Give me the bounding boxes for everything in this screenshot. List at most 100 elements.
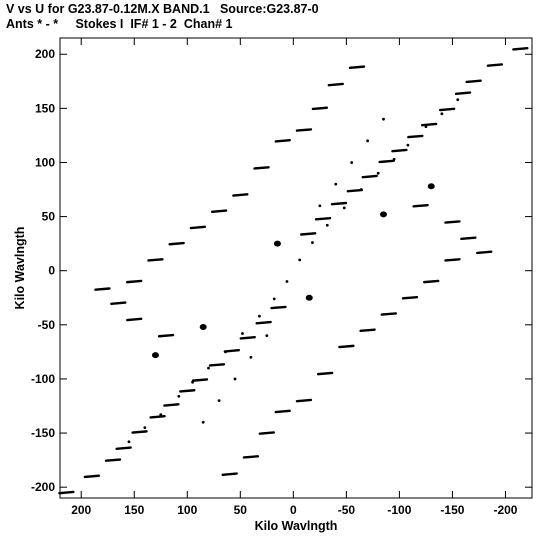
- uv-track: [338, 344, 355, 349]
- uv-track: [223, 349, 241, 353]
- uv-point: [258, 314, 261, 318]
- uv-track: [412, 203, 429, 208]
- uv-point: [127, 440, 131, 444]
- uv-point: [311, 241, 314, 244]
- uv-point: [382, 117, 385, 121]
- uv-point: [285, 280, 289, 283]
- chart-title: V vs U for G23.87-0.12M.X BAND.1 Source:…: [6, 2, 319, 16]
- uv-track: [327, 82, 344, 87]
- y-axis-label: Kilo Wavlngth: [13, 227, 27, 310]
- uv-point: [177, 394, 181, 398]
- uv-point: [143, 426, 147, 430]
- uv-point: [272, 297, 276, 301]
- y-tick-label: 200: [35, 47, 55, 61]
- uv-track: [476, 250, 493, 255]
- uv-point: [159, 413, 163, 417]
- uv-point: [265, 334, 269, 338]
- uv-track: [444, 258, 461, 262]
- uv-track: [391, 148, 408, 153]
- uv-track: [208, 363, 226, 367]
- uv-point: [241, 332, 244, 335]
- uv-track: [274, 139, 291, 143]
- uv-track: [242, 455, 260, 459]
- uv-point: [207, 366, 210, 370]
- uv-cluster: [305, 294, 313, 301]
- uv-track: [104, 458, 122, 462]
- uv-track: [157, 333, 175, 338]
- x-tick-label: 200: [71, 503, 91, 517]
- uv-track: [239, 336, 256, 340]
- uv-track: [401, 295, 419, 300]
- uv-track: [126, 317, 143, 322]
- uv-track: [316, 371, 334, 376]
- uv-track: [221, 472, 238, 476]
- uv-point: [376, 171, 380, 175]
- uv-track: [110, 301, 127, 305]
- uv-track: [270, 305, 287, 310]
- uv-point: [334, 182, 338, 186]
- uv-track: [115, 446, 132, 451]
- uv-track: [58, 490, 75, 495]
- uv-track: [378, 159, 395, 164]
- uv-track: [311, 106, 329, 111]
- uv-track: [348, 65, 366, 70]
- uv-cluster: [273, 240, 281, 247]
- uv-track: [330, 201, 348, 206]
- uv-point: [217, 399, 221, 402]
- y-tick-label: -150: [31, 426, 55, 440]
- y-tick-label: -200: [31, 480, 55, 494]
- uv-track: [131, 430, 148, 434]
- uv-point: [224, 350, 227, 354]
- uv-track: [179, 389, 196, 393]
- uv-track: [407, 134, 424, 139]
- uv-track: [210, 209, 228, 213]
- uv-track: [420, 122, 438, 127]
- uv-point: [249, 355, 253, 359]
- uv-track: [460, 236, 477, 241]
- uv-track: [258, 431, 276, 435]
- x-tick-label: -150: [440, 503, 464, 517]
- uv-track: [454, 91, 472, 96]
- uv-cluster: [427, 183, 435, 190]
- plot-frame: [59, 37, 533, 499]
- uv-point: [201, 420, 205, 424]
- plot-area: [58, 47, 529, 495]
- uv-cluster: [151, 352, 159, 359]
- uv-track: [232, 193, 249, 197]
- uv-track: [295, 128, 313, 132]
- x-tick-label: -50: [338, 503, 356, 517]
- uv-point: [456, 98, 460, 102]
- y-tick-label: -50: [38, 318, 56, 332]
- y-tick-label: -100: [31, 372, 55, 386]
- x-tick-label: -100: [387, 503, 411, 517]
- x-tick-label: 0: [290, 503, 297, 517]
- uv-track: [147, 258, 164, 262]
- x-axis-ticks: 200 150 100 50 0 -50 -100 -150 -200: [71, 38, 518, 517]
- uv-track: [189, 225, 207, 230]
- uv-track: [438, 107, 456, 112]
- uv-track: [465, 79, 482, 84]
- uv-track: [346, 188, 364, 193]
- uv-cluster: [199, 323, 207, 330]
- uv-track: [168, 241, 185, 246]
- uv-track: [359, 328, 376, 333]
- uv-point: [191, 380, 194, 384]
- uv-track: [274, 409, 291, 414]
- chart-subtitle: Ants * - * Stokes I IF# 1 - 2 Chan# 1: [6, 17, 233, 31]
- x-tick-label: 50: [234, 503, 248, 517]
- uv-track: [299, 232, 317, 236]
- uv-point: [233, 377, 237, 381]
- uv-track: [83, 474, 101, 479]
- uv-track: [253, 166, 270, 170]
- uv-track: [512, 47, 529, 51]
- uv-point: [392, 157, 396, 161]
- uv-point: [424, 125, 428, 129]
- uv-track: [295, 398, 313, 403]
- uv-track: [486, 63, 504, 67]
- uv-track: [126, 279, 143, 284]
- y-axis-ticks: 200 150 100 50 0 -50 -100 -150 -200: [31, 47, 532, 494]
- x-tick-label: 100: [177, 503, 197, 517]
- uv-track: [423, 279, 440, 284]
- x-tick-label: 150: [124, 503, 144, 517]
